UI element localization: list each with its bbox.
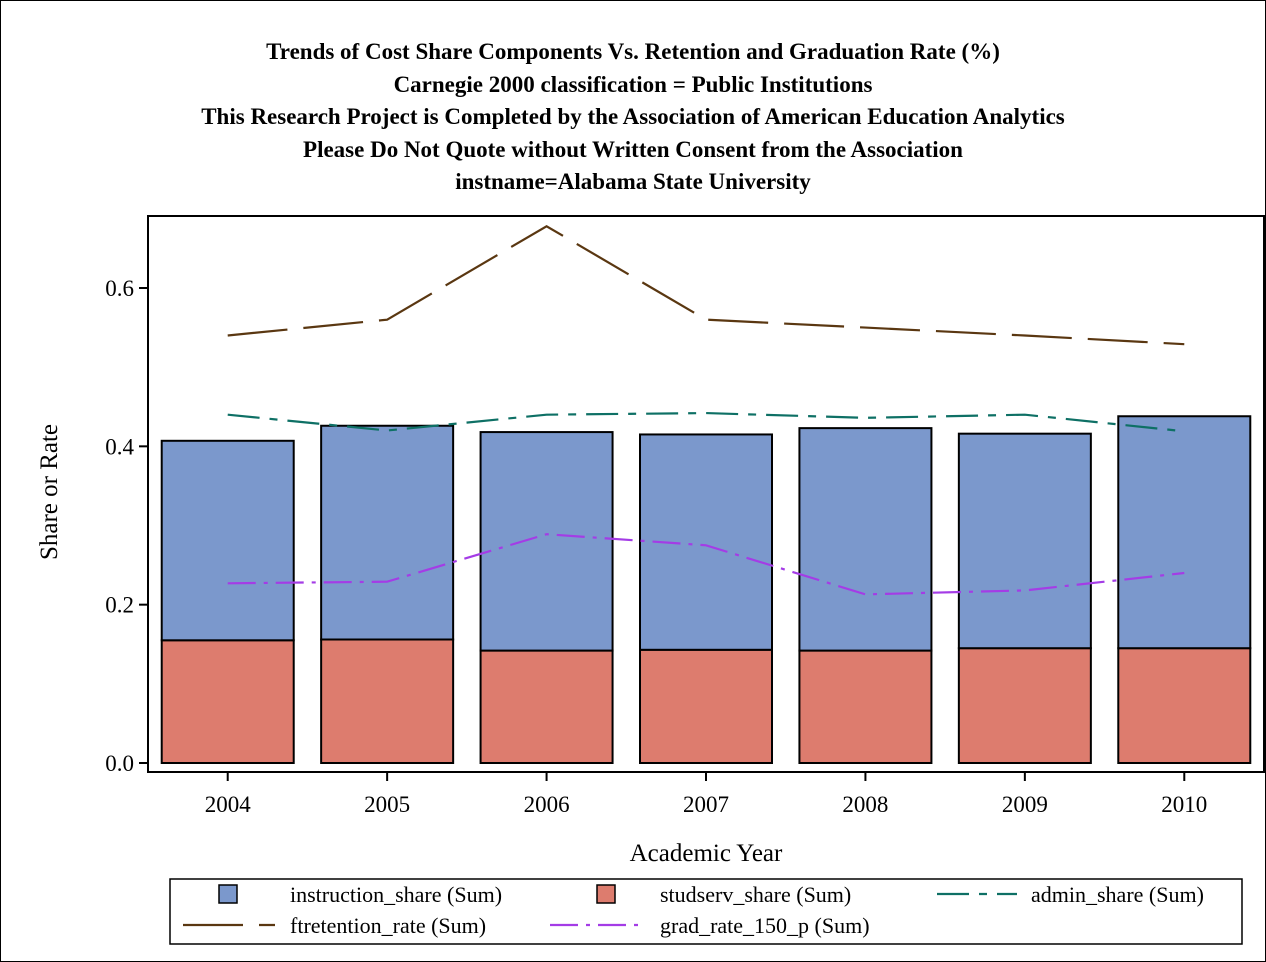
- bar-instruction-2005: [320, 424, 455, 641]
- legend-grad-rate: grad_rate_150_p (Sum): [550, 913, 870, 938]
- ftretention-rate-line: [227, 224, 1185, 346]
- bar-studserv-2009: [957, 647, 1092, 764]
- legend-ftretention-rate: ftretention_rate (Sum): [183, 913, 486, 938]
- legend-admin-share: admin_share (Sum): [937, 882, 1204, 907]
- grad-rate-line: [227, 533, 1185, 596]
- bars-layer: [160, 415, 1252, 765]
- chart-subtitle-classification: Carnegie 2000 classification = Public In…: [393, 71, 873, 97]
- x-tick-label: 2005: [364, 792, 410, 817]
- bar-studserv-2006: [479, 649, 614, 764]
- admin-share-line: [227, 411, 1185, 433]
- x-tick-label: 2009: [1002, 792, 1048, 817]
- bar-instruction-2008: [798, 427, 933, 652]
- bar-instruction-2010: [1117, 415, 1252, 650]
- x-tick-label: 2008: [842, 792, 888, 817]
- legend-label: instruction_share (Sum): [290, 882, 502, 907]
- lines-layer: [227, 224, 1185, 596]
- legend-instruction-share: instruction_share (Sum): [218, 882, 502, 907]
- legend-label: grad_rate_150_p (Sum): [660, 913, 870, 938]
- axes-layer: 0.0 0.2 0.4 0.6 2004 2005 2006 2007 2008 2009 2010: [105, 276, 1207, 817]
- y-tick-label: 0.0: [105, 751, 134, 776]
- legend-swatch: [596, 884, 616, 904]
- legend-swatch: [218, 884, 238, 904]
- chart-title: Trends of Cost Share Components Vs. Rete…: [266, 39, 1000, 64]
- y-tick-label: 0.4: [105, 434, 134, 459]
- bar-instruction-2004: [160, 439, 295, 642]
- chart-titles: Trends of Cost Share Components Vs. Rete…: [0, 36, 1266, 199]
- x-tick-label: 2004: [205, 792, 252, 817]
- chart-subtitle-research-notice: This Research Project is Completed by th…: [201, 104, 1065, 130]
- bar-studserv-2004: [160, 639, 295, 765]
- bar-studserv-2010: [1117, 647, 1252, 764]
- legend-label: ftretention_rate (Sum): [290, 913, 486, 938]
- chart-subtitle-quote-notice: Please Do Not Quote without Written Cons…: [303, 136, 963, 162]
- legend-label: studserv_share (Sum): [660, 882, 851, 907]
- y-tick-label: 0.6: [105, 276, 134, 301]
- x-axis-label: Academic Year: [630, 840, 783, 867]
- legend-box: [169, 878, 1243, 945]
- chart-subtitle-institution: instname=Alabama State University: [455, 169, 811, 195]
- bar-studserv-2007: [639, 648, 773, 765]
- bar-instruction-2006: [479, 431, 614, 652]
- x-tick-label: 2006: [524, 792, 570, 817]
- legend: instruction_share (Sum) studserv_share (S…: [183, 882, 1204, 938]
- legend-label: admin_share (Sum): [1031, 882, 1204, 907]
- x-tick-label: 2007: [683, 792, 729, 817]
- x-tick-label: 2010: [1161, 792, 1207, 817]
- bar-studserv-2005: [320, 638, 455, 764]
- y-axis-label: Share or Rate: [36, 424, 63, 560]
- bar-studserv-2008: [798, 649, 933, 764]
- bar-instruction-2009: [957, 432, 1092, 650]
- y-tick-label: 0.2: [105, 593, 134, 618]
- legend-studserv-share: studserv_share (Sum): [596, 882, 851, 907]
